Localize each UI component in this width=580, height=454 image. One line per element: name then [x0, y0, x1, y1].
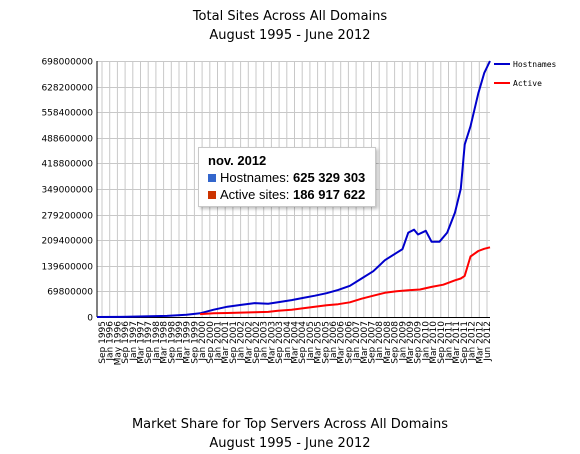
y-tick-label: 139600000 [41, 263, 93, 273]
x-tick-label: Mar 2003 [267, 321, 277, 364]
x-tick-label: Sep 2008 [391, 321, 401, 364]
x-tick-label: Jan 2000 [198, 321, 208, 362]
bottom-chart-title-block: Market Share for Top Servers Across All … [0, 415, 580, 453]
y-tick-label: 488600000 [41, 135, 93, 145]
x-tick-label: Sep 2000 [206, 321, 216, 364]
tooltip-date: nov. 2012 [208, 153, 267, 168]
x-tick-label: Sep 1998 [167, 321, 177, 364]
legend-label-active: Active [513, 79, 542, 88]
x-tick-label: Sep 1997 [144, 321, 154, 364]
x-tick-label: Jan 2006 [329, 321, 339, 362]
y-tick-label: 349000000 [41, 186, 93, 196]
x-tick-label: Mar 2009 [406, 321, 416, 364]
x-tick-label: Mar 2001 [221, 321, 231, 364]
x-tick-label: Jan 2011 [445, 321, 455, 362]
tooltip-active-label: Active sites: [220, 187, 293, 202]
x-tick-label: Mar 1997 [137, 321, 147, 364]
x-tick-label: Jan 1998 [152, 321, 162, 362]
x-tick-label: Jan 2009 [398, 321, 408, 362]
y-tick-label: 418800000 [41, 160, 93, 170]
x-tick-label: Sep 2009 [414, 321, 424, 364]
tooltip-row-active: Active sites: 186 917 622 [208, 187, 365, 202]
tooltip-active-value: 186 917 622 [292, 187, 366, 202]
series-line-active [200, 246, 491, 316]
y-tick-label: 69800000 [47, 288, 93, 298]
y-tick-label: 698000000 [41, 58, 93, 68]
x-tick-label: Sep 2003 [275, 321, 285, 364]
x-tick-label: Mar 2012 [475, 321, 485, 364]
x-tick-label: Jan 1999 [175, 321, 185, 362]
x-tick-label: Sep 1999 [190, 321, 200, 364]
x-tick-label: Jan 2005 [306, 321, 316, 362]
chart-title: Total Sites Across All Domains [192, 9, 388, 24]
x-tick-label: Mar 2011 [452, 321, 462, 364]
series-line-hostnames [96, 60, 491, 318]
x-tick-label: Mar 2007 [360, 321, 370, 364]
x-tick-label: Mar 2004 [291, 321, 301, 364]
x-tick-label: Sep 1996 [121, 321, 131, 364]
x-tick-label: Jan 2002 [237, 321, 247, 362]
x-tick-label: Sep 2001 [229, 321, 239, 364]
bottom-chart-subtitle: August 1995 - June 2012 [209, 436, 371, 451]
x-tick-label: Jan 2010 [421, 321, 431, 362]
hover-tooltip: nov. 2012 Hostnames: 625 329 303 Active … [198, 147, 376, 207]
tooltip-row-hostnames: Hostnames: 625 329 303 [208, 170, 365, 185]
x-tick-label: Jan 2007 [352, 321, 362, 362]
x-tick-label: Jan 1997 [129, 321, 139, 362]
x-tick-label: Mar 1998 [160, 321, 170, 364]
x-tick-label: Sep 2010 [437, 321, 447, 364]
chart-subtitle: August 1995 - June 2012 [209, 28, 371, 43]
x-tick-label: Jan 2003 [260, 321, 270, 362]
x-tick-label: Sep 2006 [344, 321, 354, 364]
x-tick-label: Sep 2005 [321, 321, 331, 364]
x-tick-label: Sep 2007 [368, 321, 378, 364]
x-tick-label: Jun 2012 [483, 321, 493, 362]
x-tick-label: Jan 2008 [375, 321, 385, 362]
hostnames-swatch-icon [208, 174, 216, 182]
x-tick-label: Jan 2004 [283, 321, 293, 362]
legend-label-hostnames: Hostnames [513, 60, 557, 69]
x-tick-label: May 1996 [113, 321, 123, 366]
x-tick-label: Jan 1996 [106, 321, 116, 362]
active-swatch-icon [208, 191, 216, 199]
x-tick-label: Mar 2008 [383, 321, 393, 364]
top-chart-title-block: Total Sites Across All Domains August 19… [0, 7, 580, 45]
y-tick-label: 279200000 [41, 212, 93, 222]
y-tick-label: 0 [87, 314, 93, 324]
tooltip-hostnames-label: Hostnames: [220, 170, 293, 185]
x-tick-label: Mar 2005 [314, 321, 324, 364]
x-tick-label: Mar 1999 [183, 321, 193, 364]
tooltip-hostnames-value: 625 329 303 [292, 170, 366, 185]
x-tick-label: Sep 2004 [298, 321, 308, 364]
y-tick-label: 558400000 [41, 109, 93, 119]
bottom-chart-title: Market Share for Top Servers Across All … [131, 417, 449, 432]
y-tick-label: 628200000 [41, 84, 93, 94]
x-tick-label: Sep 1995 [98, 321, 108, 364]
y-tick-label: 209400000 [41, 237, 93, 247]
x-tick-label: Mar 2010 [429, 321, 439, 364]
x-tick-label: Mar 2006 [337, 321, 347, 364]
x-tick-label: Jan 2001 [214, 321, 224, 362]
x-tick-label: Sep 2002 [252, 321, 262, 364]
x-tick-label: Jan 2012 [468, 321, 478, 362]
x-tick-label: Mar 2002 [244, 321, 254, 364]
x-tick-label: Sep 2011 [460, 321, 470, 364]
